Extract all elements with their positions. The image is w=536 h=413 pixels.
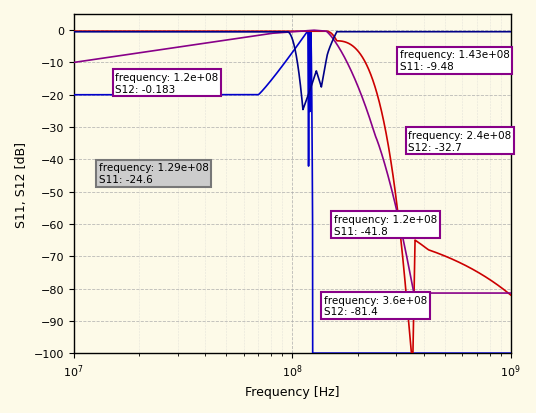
X-axis label: Frequency [Hz]: Frequency [Hz] [245, 385, 339, 398]
Text: frequency: 1.43e+08
S11: -9.48: frequency: 1.43e+08 S11: -9.48 [399, 50, 509, 72]
Text: frequency: 1.2e+08
S12: -0.183: frequency: 1.2e+08 S12: -0.183 [115, 73, 219, 94]
Y-axis label: S11, S12 [dB]: S11, S12 [dB] [15, 141, 28, 227]
Text: frequency: 1.29e+08
S11: -24.6: frequency: 1.29e+08 S11: -24.6 [99, 163, 209, 185]
Text: frequency: 3.6e+08
S12: -81.4: frequency: 3.6e+08 S12: -81.4 [324, 295, 427, 317]
Text: frequency: 2.4e+08
S12: -32.7: frequency: 2.4e+08 S12: -32.7 [408, 131, 511, 152]
Text: frequency: 1.2e+08
S11: -41.8: frequency: 1.2e+08 S11: -41.8 [334, 214, 437, 236]
